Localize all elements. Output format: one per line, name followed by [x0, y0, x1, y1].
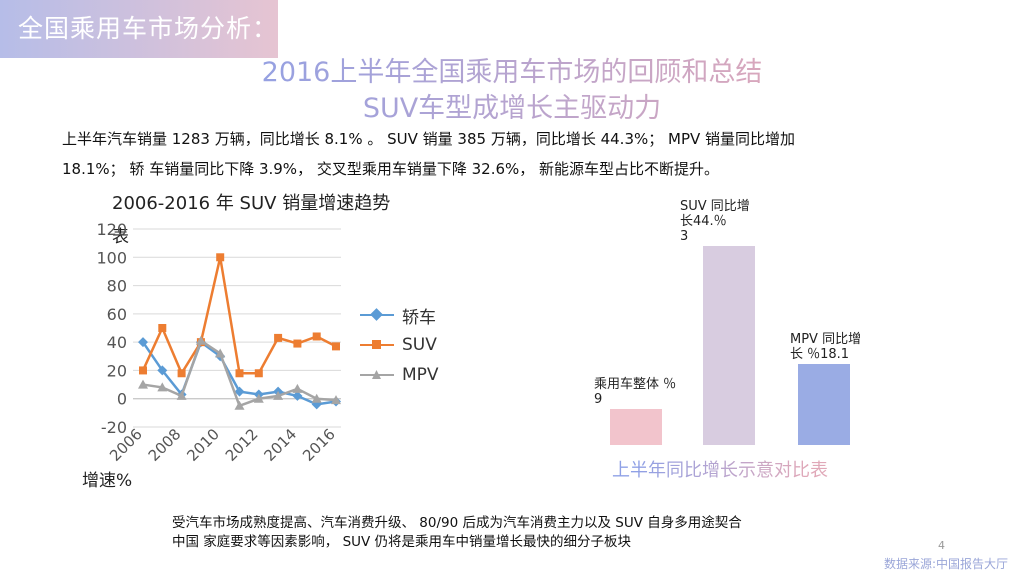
- y-tick-label: 100: [96, 248, 127, 267]
- data-point: [215, 348, 226, 358]
- data-point: [292, 383, 303, 393]
- data-point: [292, 390, 303, 401]
- x-tick-label: 2014: [260, 425, 300, 465]
- line-chart-ylabel-bottom: 增速%: [82, 471, 133, 491]
- summary-line-1: 上半年汽车销量 1283 万辆，同比增长 8.1% 。 SUV 销量 385 万…: [62, 130, 796, 148]
- bar: [610, 408, 662, 445]
- legend-label: 轿车: [402, 307, 436, 328]
- footnote: 受汽车市场成熟度提高、汽车消费升级、 80/90 后成为汽车消费主力以及 SUV…: [172, 514, 872, 552]
- data-point: [234, 386, 245, 397]
- bar: [798, 363, 850, 445]
- data-point: [254, 369, 263, 378]
- bar: [703, 245, 755, 445]
- data-point: [331, 395, 341, 405]
- x-tick-label: 2016: [299, 425, 339, 465]
- data-point: [311, 393, 322, 403]
- legend-swatch: [360, 308, 394, 322]
- line-chart-legend: 轿车 SUV MPV: [360, 300, 439, 390]
- x-tick-label: 2012: [222, 425, 262, 465]
- y-tick-label: 60: [107, 305, 127, 324]
- data-point: [157, 365, 168, 376]
- data-point: [138, 337, 148, 348]
- data-point: [273, 390, 284, 400]
- page-number: 4: [938, 539, 945, 552]
- bar-chart-caption: 上半年同比增长示意对比表: [612, 456, 828, 482]
- data-point: [157, 382, 168, 392]
- data-point: [139, 366, 147, 375]
- page-title: 2016上半年全国乘用车市场的回顾和总结: [0, 56, 1024, 90]
- legend-marker: [372, 340, 381, 349]
- legend-item: 轿车: [360, 300, 439, 330]
- data-point: [274, 333, 283, 342]
- data-point: [253, 393, 264, 403]
- bar-data-label: MPV 同比增 长 ％18.1: [790, 331, 862, 362]
- legend-label: SUV: [402, 335, 437, 355]
- data-point: [177, 369, 186, 378]
- data-point: [138, 379, 148, 389]
- line-chart-title: 2006-2016 年 SUV 销量增速趋势: [112, 193, 391, 214]
- data-point: [312, 332, 321, 341]
- data-point: [234, 400, 245, 410]
- legend-swatch: [360, 368, 394, 382]
- section-tag: 全国乘用车市场分析：: [0, 0, 278, 58]
- data-point: [158, 324, 167, 332]
- x-tick-label: 2010: [183, 425, 223, 465]
- summary-line-2: 18.1%； 轿 车销量同比下降 3.9%， 交叉型乘用车销量下降 32.6%，…: [62, 160, 720, 178]
- legend-item: MPV: [360, 360, 439, 390]
- y-tick-label: 0: [117, 390, 127, 409]
- bar-data-label: 乘用车整体 ％ 9: [594, 376, 677, 407]
- summary-text: 上半年汽车销量 1283 万辆，同比增长 8.1% 。 SUV 销量 385 万…: [62, 124, 962, 184]
- data-point: [216, 253, 225, 262]
- bar-data-label: SUV 同比增 长44.％ 3: [680, 198, 750, 244]
- data-point: [195, 335, 206, 345]
- page-subtitle: SUV车型成增长主驱动力: [0, 92, 1024, 126]
- x-tick-label: 2008: [145, 425, 185, 465]
- data-source: 数据来源:中国报告大厅: [884, 557, 1009, 571]
- footnote-line-1: 受汽车市场成熟度提高、汽车消费升级、 80/90 后成为汽车消费主力以及 SUV…: [172, 515, 742, 531]
- footnote-line-2: 中国 家庭要求等因素影响， SUV 仍将是乘用车中销量增长最快的细分子板块: [172, 534, 632, 550]
- line-chart-ylabel-top: 表: [112, 227, 129, 247]
- y-tick-label: -20: [101, 418, 127, 437]
- series-line-square: [141, 257, 337, 376]
- y-tick-label: 120: [96, 220, 127, 239]
- data-point: [176, 390, 187, 400]
- legend-marker: [372, 370, 381, 379]
- legend-label: MPV: [402, 365, 439, 385]
- y-tick-label: 20: [107, 361, 127, 380]
- legend-marker: [370, 308, 383, 321]
- y-tick-label: 80: [107, 277, 127, 296]
- legend-item: SUV: [360, 330, 439, 360]
- y-tick-label: 40: [107, 333, 127, 352]
- data-point: [235, 369, 244, 378]
- data-point: [332, 342, 340, 351]
- legend-swatch: [360, 338, 394, 352]
- data-point: [293, 339, 302, 348]
